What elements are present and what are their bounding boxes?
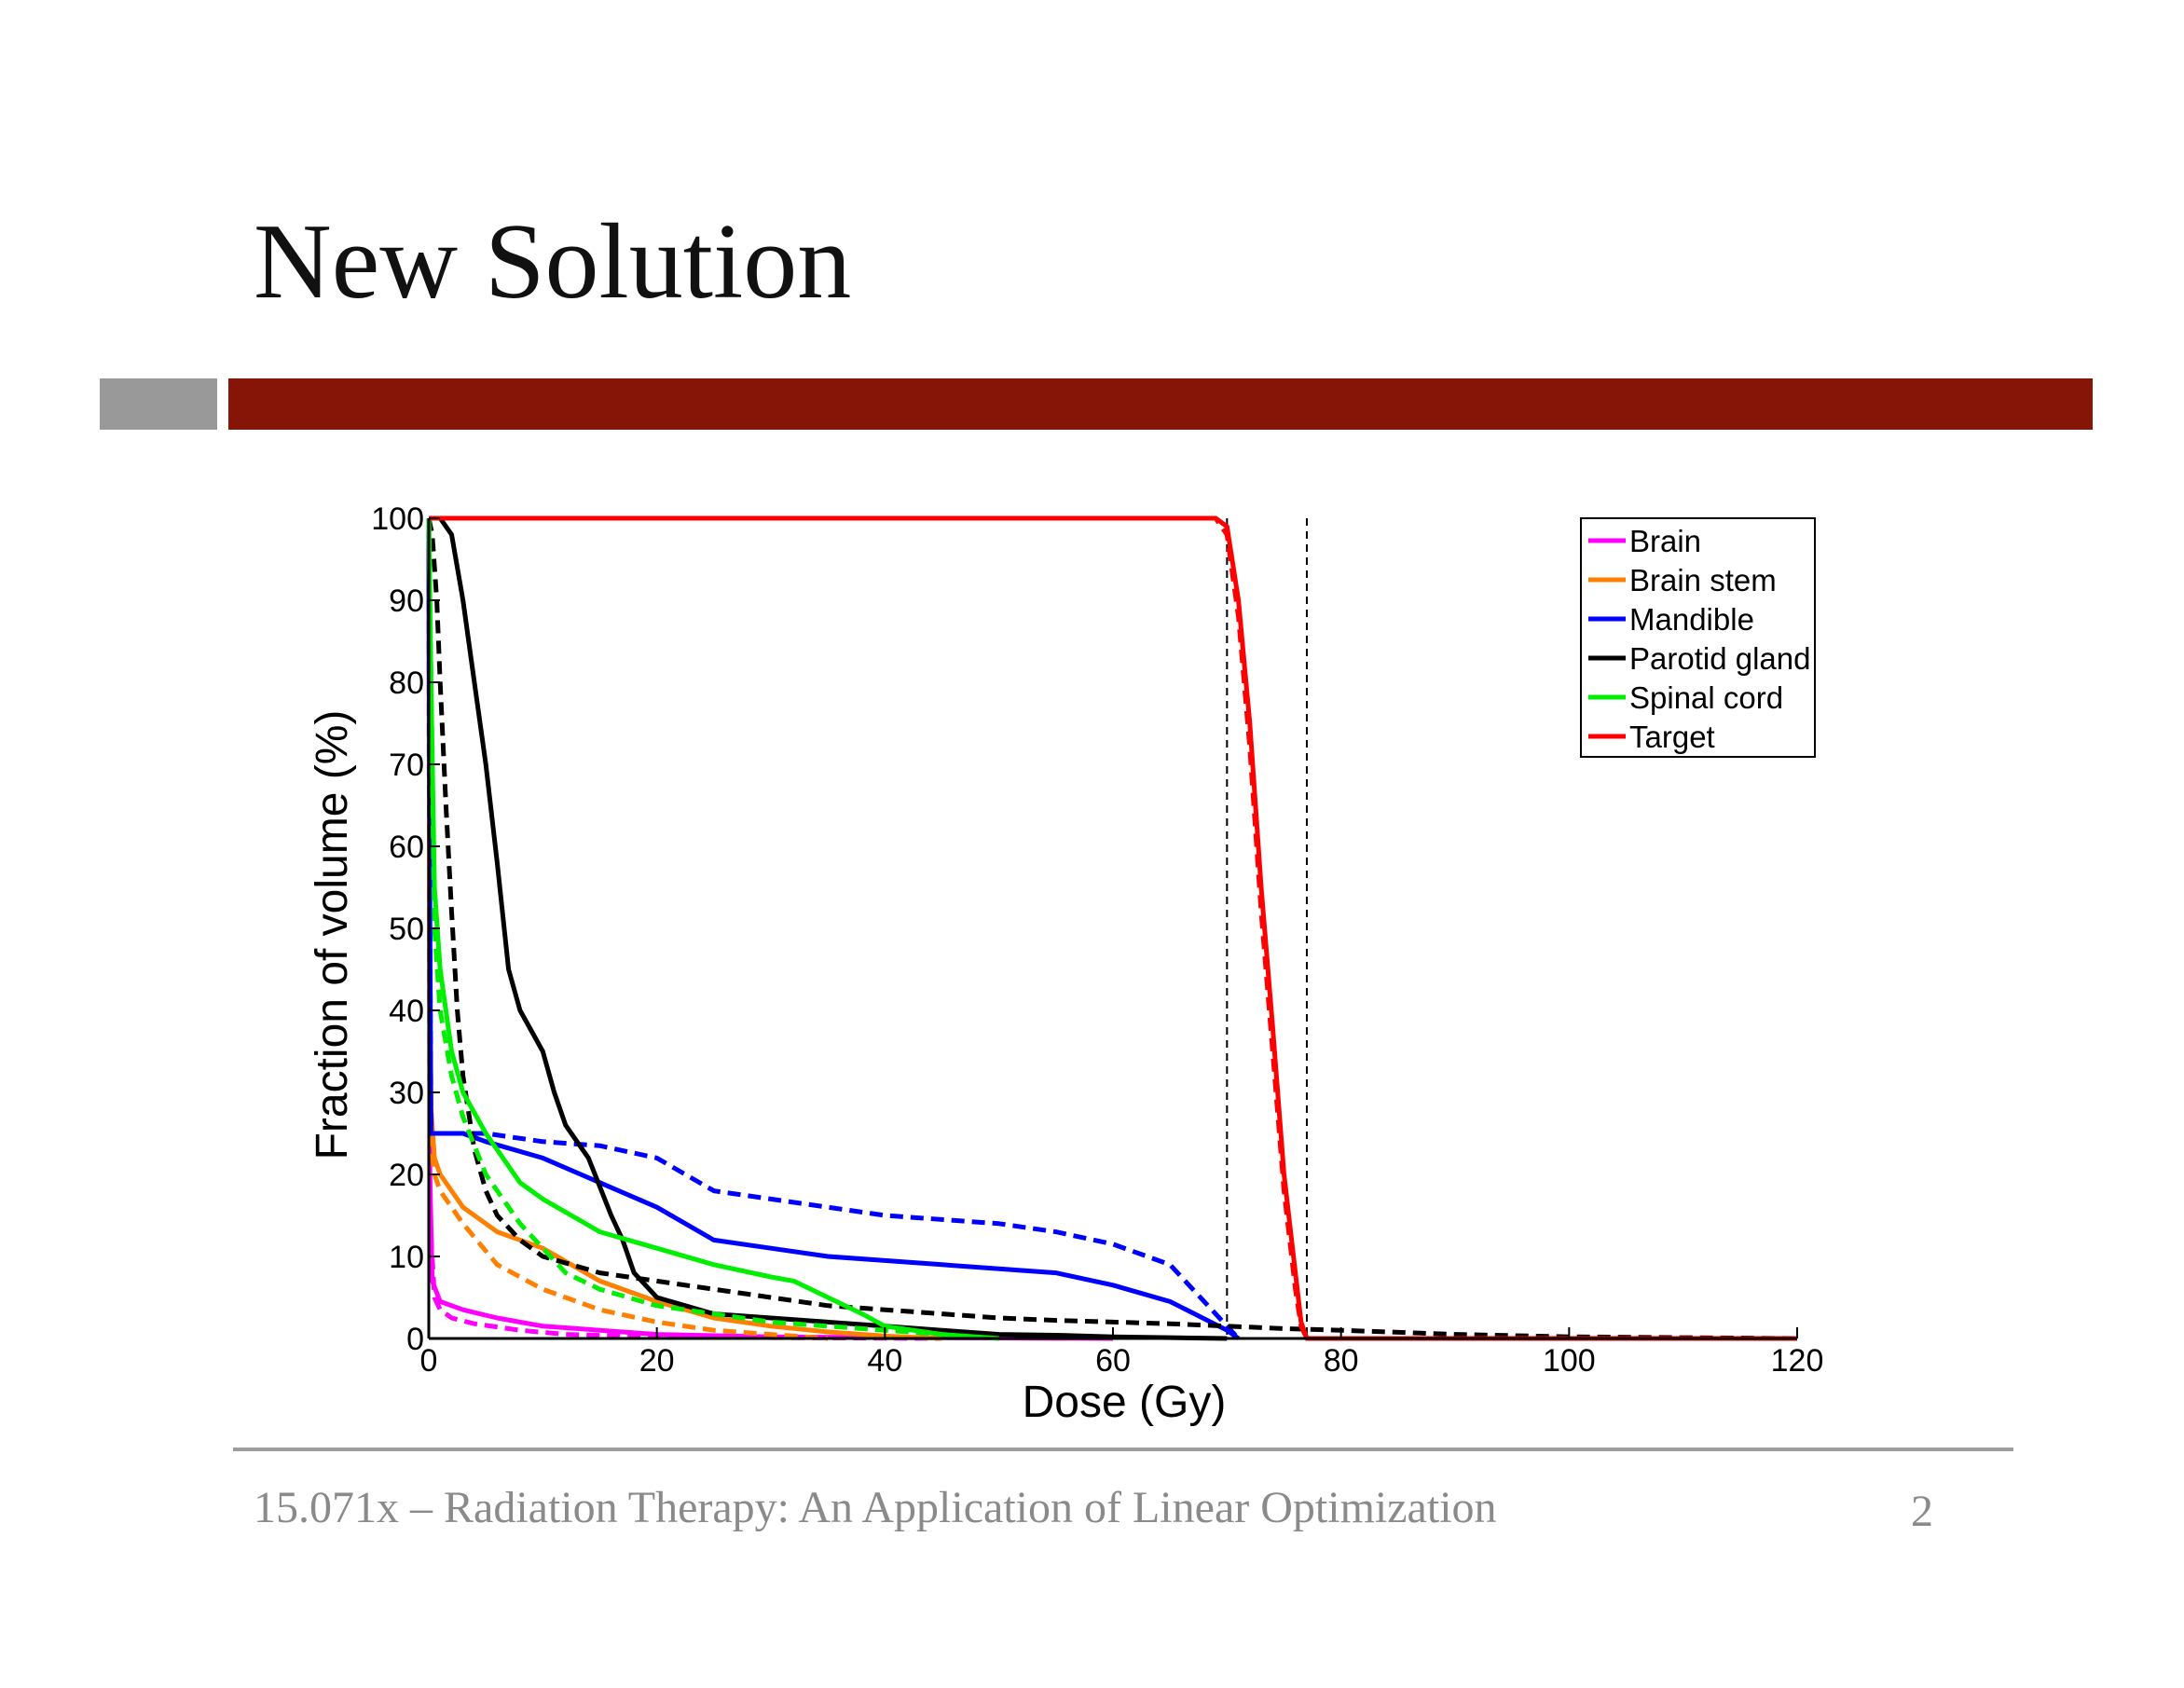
series-line-0 — [426, 517, 1114, 1341]
y-tick-label: 100 — [371, 501, 424, 537]
legend-entry: Target — [1629, 720, 1715, 754]
slide-title: New Solution — [254, 202, 852, 322]
x-axis-label: Dose (Gy) — [1023, 1378, 1227, 1427]
y-tick-label: 90 — [389, 583, 424, 619]
series-line-5 — [426, 517, 1241, 1340]
series-line-7 — [426, 517, 1798, 1341]
series-line-9 — [426, 517, 977, 1341]
title-bar — [228, 378, 2093, 430]
footer-text: 15.071x – Radiation Therapy: An Applicat… — [254, 1483, 1497, 1532]
x-tick-label: 40 — [867, 1343, 902, 1379]
y-tick-label: 70 — [389, 748, 424, 783]
series-line-2 — [426, 517, 942, 1341]
y-axis-label: Fraction of volume (%) — [308, 710, 357, 1160]
x-tick-label: 0 — [420, 1343, 438, 1379]
series-line-8 — [426, 517, 999, 1341]
x-tick-label: 80 — [1324, 1343, 1359, 1379]
series-line-3 — [426, 517, 829, 1341]
y-tick-label: 50 — [389, 912, 424, 947]
reference-lines — [1226, 518, 1308, 1338]
y-tick-label: 40 — [389, 994, 424, 1029]
series-line-11 — [429, 515, 1797, 1341]
x-tick-label: 60 — [1095, 1343, 1131, 1379]
legend-box — [1580, 517, 1816, 758]
legend-entry: Brain stem — [1629, 563, 1777, 597]
y-tick-label: 30 — [389, 1076, 424, 1111]
page-number: 2 — [1911, 1487, 1933, 1536]
legend-entry: Brain — [1629, 524, 1701, 558]
y-tick-label: 60 — [389, 830, 424, 865]
title-bar-accent — [100, 378, 217, 430]
y-tick-label: 80 — [389, 666, 424, 701]
legend-entry: Parotid gland — [1629, 641, 1810, 676]
series-line-6 — [429, 515, 1228, 1341]
x-tick-label: 100 — [1543, 1343, 1596, 1379]
legend-entry: Spinal cord — [1629, 680, 1783, 715]
footer-divider — [233, 1448, 2013, 1451]
tick-labels: 0 20 40 60 80 100 120 0 10 20 30 40 50 60 70 80 90 100 — [371, 501, 1823, 1379]
y-tick-label: 0 — [406, 1322, 424, 1357]
y-tick-label: 20 — [389, 1158, 424, 1193]
y-tick-label: 10 — [389, 1240, 424, 1275]
legend: Brain Brain stem Mandible Parotid gland Spin… — [1580, 517, 1816, 758]
series-line-4 — [426, 517, 1241, 1341]
x-tick-label: 120 — [1771, 1343, 1824, 1379]
legend-entry: Mandible — [1629, 602, 1754, 637]
x-tick-label: 20 — [639, 1343, 675, 1379]
